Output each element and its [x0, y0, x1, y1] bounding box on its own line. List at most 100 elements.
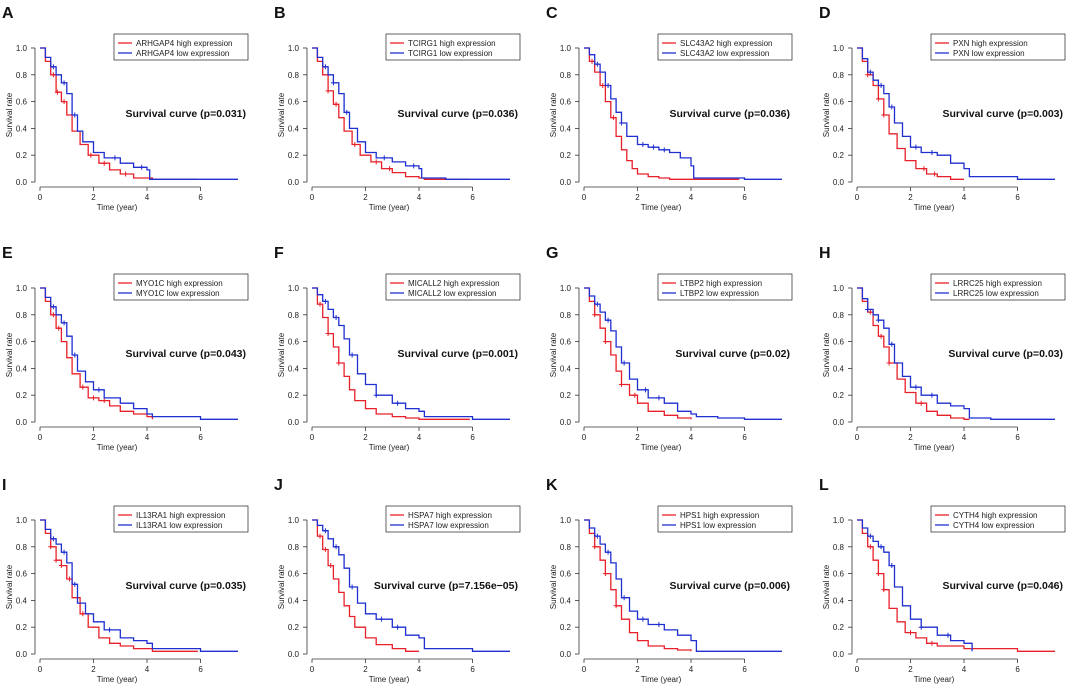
y-axis-label: Survival rate [549, 92, 558, 137]
x-tick-label: 2 [908, 193, 913, 202]
x-axis-label: Time (year) [641, 675, 682, 684]
censor-mark [881, 587, 887, 593]
censor-mark [878, 83, 884, 89]
km-plot: G 0 2 4 6 0.0 0.2 0.4 0.6 0.8 1.0 Time (year) Surviv… [546, 245, 793, 452]
legend-label-low: MICALL2 low expression [408, 289, 496, 298]
km-panel-f: F 0 2 4 6 0.0 0.2 0.4 0.6 0.8 1.0 Time (year) Surviv… [272, 240, 534, 468]
censor-mark [317, 301, 323, 307]
y-axis-label: Survival rate [549, 332, 558, 377]
censor-mark [54, 89, 60, 95]
legend-label-high: PXN high expression [953, 39, 1028, 48]
y-tick-label: 0.4 [288, 124, 300, 133]
x-tick-label: 2 [908, 665, 913, 674]
p-value-annotation: Survival curve (p=0.03) [948, 348, 1063, 360]
km-plot: F 0 2 4 6 0.0 0.2 0.4 0.6 0.8 1.0 Time (year) Surviv… [274, 245, 521, 452]
legend-label-high: MYO1C high expression [136, 279, 223, 288]
censor-mark [317, 533, 323, 539]
x-tick-label: 4 [145, 665, 150, 674]
censor-mark [592, 312, 598, 318]
x-tick-label: 2 [635, 433, 640, 442]
censor-mark [913, 144, 919, 150]
censor-mark [336, 360, 342, 366]
censor-mark [889, 341, 895, 347]
censor-mark [886, 360, 892, 366]
x-tick-label: 4 [417, 665, 422, 674]
y-axis-label: Survival rate [277, 92, 286, 137]
p-value-annotation: Survival curve (p=7.156e−05) [374, 580, 518, 592]
y-tick-label: 0.4 [833, 364, 845, 373]
y-tick-label: 0.4 [16, 124, 28, 133]
censor-mark [643, 387, 649, 393]
censor-mark [61, 320, 67, 326]
legend-label-low: HSPA7 low expression [408, 521, 489, 530]
censor-mark [50, 536, 56, 542]
legend-box [113, 273, 249, 301]
censor-mark [91, 395, 97, 401]
y-tick-label: 0.4 [288, 596, 300, 605]
y-tick-label: 0.4 [833, 596, 845, 605]
x-tick-label: 4 [145, 433, 150, 442]
censor-mark [594, 301, 600, 307]
censor-mark [72, 112, 78, 118]
censor-mark [333, 101, 339, 107]
legend-label-low: HPS1 low expression [680, 521, 756, 530]
y-axis-label: Survival rate [5, 332, 14, 377]
y-tick-label: 0.6 [288, 98, 300, 107]
km-curve-high [584, 47, 740, 180]
y-tick-label: 0.8 [288, 311, 300, 320]
censor-mark [352, 141, 358, 147]
p-value-annotation: Survival curve (p=0.035) [125, 580, 246, 592]
y-tick-label: 1.0 [833, 44, 845, 53]
y-tick-label: 0.8 [560, 543, 572, 552]
panel-label: L [819, 477, 829, 494]
y-tick-label: 0.0 [288, 650, 300, 659]
censor-mark [865, 306, 871, 312]
km-plot: A 0 2 4 6 0.0 0.2 0.4 0.6 0.8 1.0 Time (year) Surviv… [2, 5, 249, 212]
censor-mark [88, 152, 94, 158]
censor-mark [594, 61, 600, 67]
panel-label: F [274, 245, 284, 262]
censor-mark [112, 155, 118, 161]
censor-mark [61, 549, 67, 555]
legend-box [657, 33, 793, 61]
censor-mark [918, 400, 924, 406]
legend-label-high: MICALL2 high expression [408, 279, 500, 288]
y-tick-label: 0.0 [288, 418, 300, 427]
censor-mark [107, 627, 113, 633]
x-axis-label: Time (year) [641, 443, 682, 452]
p-value-annotation: Survival curve (p=0.036) [669, 108, 790, 120]
censor-mark [621, 360, 627, 366]
km-panel-d: D 0 2 4 6 0.0 0.2 0.4 0.6 0.8 1.0 Time (year) Surviv… [817, 0, 1066, 228]
x-tick-label: 0 [855, 665, 860, 674]
x-tick-label: 4 [962, 433, 967, 442]
y-tick-label: 0.0 [833, 418, 845, 427]
legend-box [385, 505, 521, 533]
x-tick-label: 6 [470, 665, 475, 674]
y-tick-label: 0.2 [560, 151, 572, 160]
y-axis-label: Survival rate [549, 564, 558, 609]
y-tick-label: 1.0 [288, 516, 300, 525]
y-tick-label: 0.2 [288, 151, 300, 160]
km-curve-low [40, 47, 238, 180]
x-axis-label: Time (year) [914, 675, 955, 684]
censor-mark [101, 398, 107, 404]
censor-mark [123, 171, 129, 177]
censor-mark [330, 80, 336, 86]
censor-mark [640, 616, 646, 622]
censor-mark [605, 83, 611, 89]
y-tick-label: 0.2 [560, 623, 572, 632]
km-curve-low [312, 287, 510, 420]
km-plot: H 0 2 4 6 0.0 0.2 0.4 0.6 0.8 1.0 Time (year) Surviv… [819, 245, 1066, 452]
panel-label: I [2, 477, 6, 494]
x-tick-label: 2 [635, 193, 640, 202]
censor-mark [589, 58, 595, 64]
censor-mark [322, 64, 328, 70]
censor-mark [656, 622, 662, 628]
km-panel-g: G 0 2 4 6 0.0 0.2 0.4 0.6 0.8 1.0 Time (year) Surviv… [544, 240, 806, 468]
censor-mark [932, 171, 938, 177]
panel-label: H [819, 245, 831, 262]
y-tick-label: 0.6 [833, 98, 845, 107]
km-plot: K 0 2 4 6 0.0 0.2 0.4 0.6 0.8 1.0 Time (year) Surviv… [546, 477, 793, 684]
censor-mark [411, 163, 417, 169]
